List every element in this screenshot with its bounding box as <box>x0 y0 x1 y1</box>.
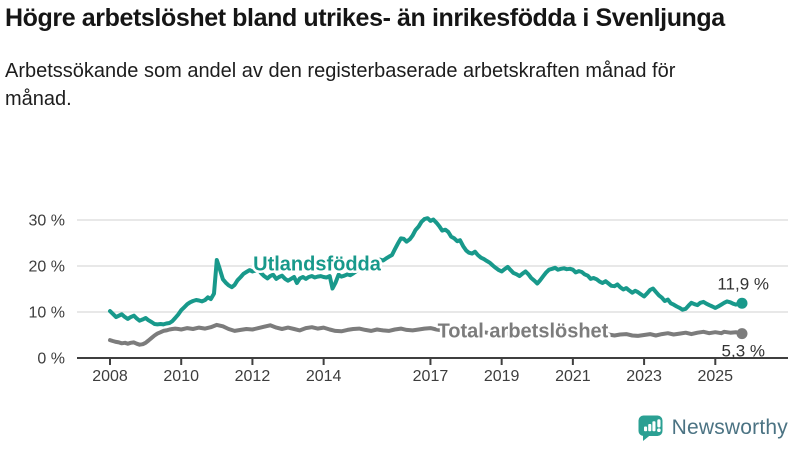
series-line-utlandsfodda <box>108 216 744 327</box>
y-tick-label: 10 % <box>29 305 65 322</box>
x-tick-label: 2021 <box>555 368 591 385</box>
newsworthy-icon <box>638 415 663 441</box>
chart-header: Högre arbetslöshet bland utrikes- än inr… <box>5 2 793 113</box>
x-tick-label: 2012 <box>235 368 271 385</box>
series-line-total-arbetsloshet <box>108 322 744 347</box>
y-tick-label: 30 % <box>29 213 65 230</box>
x-tick-label: 2010 <box>163 368 199 385</box>
chart-title: Högre arbetslöshet bland utrikes- än inr… <box>5 4 725 32</box>
chart-subtitle: Arbetssökande som andel av den registerb… <box>5 60 676 110</box>
newsworthy-wordmark: Newsworthy <box>671 416 788 439</box>
end-dot-utlandsfodda <box>736 297 748 309</box>
series-label-utlandsfodda: Utlandsfödda <box>253 254 382 276</box>
x-tick-label: 2025 <box>697 368 733 385</box>
end-dot-total-arbetsloshet <box>736 328 748 340</box>
y-tick-label: 20 % <box>29 259 65 276</box>
series-label-total-arbetsloshet: Total arbetslöshet <box>438 320 609 342</box>
x-tick-label: 2019 <box>484 368 520 385</box>
newsworthy-logo[interactable]: Newsworthy <box>637 414 788 442</box>
end-value-label-utlandsfodda: 11,9 % <box>717 274 769 293</box>
x-tick-label: 2008 <box>92 368 128 385</box>
end-value-label-total-arbetsloshet: 5,3 % <box>722 342 765 361</box>
x-tick-label: 2014 <box>306 368 342 385</box>
x-tick-label: 2023 <box>626 368 662 385</box>
y-tick-label: 0 % <box>37 351 65 368</box>
x-tick-label: 2017 <box>413 368 449 385</box>
